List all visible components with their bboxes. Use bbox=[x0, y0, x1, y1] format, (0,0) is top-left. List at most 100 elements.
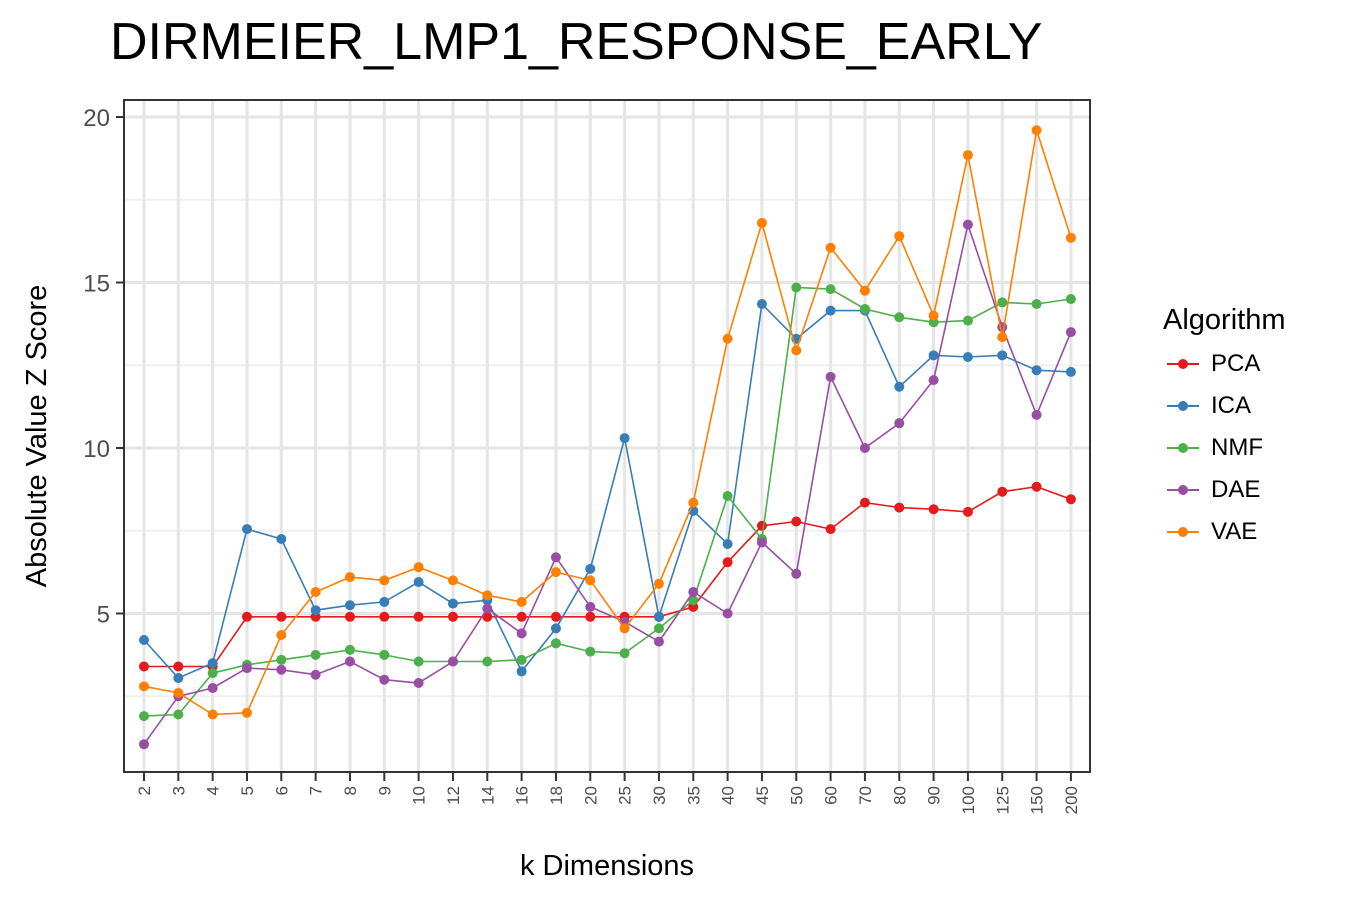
data-point-dae bbox=[447, 656, 458, 667]
legend-key-ica bbox=[1163, 395, 1203, 417]
data-point-dae bbox=[550, 552, 561, 563]
data-point-vae bbox=[482, 590, 493, 601]
series-line-ica bbox=[143, 302, 1071, 679]
x-tick-label: 45 bbox=[753, 786, 772, 805]
data-point-dae bbox=[516, 628, 527, 639]
data-point-pca bbox=[1031, 481, 1042, 492]
data-point-pca bbox=[550, 611, 561, 622]
data-point-dae bbox=[241, 663, 252, 674]
data-point-nmf bbox=[791, 282, 802, 293]
series-lines bbox=[139, 125, 1076, 750]
data-point-ica bbox=[1031, 365, 1042, 376]
x-tick-label: 16 bbox=[513, 786, 532, 805]
data-point-vae bbox=[791, 345, 802, 356]
x-axis-title: k Dimensions bbox=[520, 850, 694, 882]
data-point-nmf bbox=[585, 646, 596, 657]
x-tick-label: 14 bbox=[478, 786, 497, 805]
data-point-nmf bbox=[1031, 299, 1042, 310]
data-point-dae bbox=[653, 636, 664, 647]
data-point-pca bbox=[241, 611, 252, 622]
legend: Algorithm PCA ICA NMF DAE VAE bbox=[1163, 304, 1286, 553]
data-point-vae bbox=[1065, 232, 1076, 243]
data-point-pca bbox=[1065, 494, 1076, 505]
data-point-ica bbox=[344, 600, 355, 611]
data-point-pca bbox=[962, 506, 973, 517]
data-point-ica bbox=[585, 563, 596, 574]
x-tick-label: 3 bbox=[169, 786, 188, 795]
data-point-nmf bbox=[653, 623, 664, 634]
data-point-vae bbox=[310, 586, 321, 597]
legend-items: PCA ICA NMF DAE VAE bbox=[1163, 343, 1286, 553]
data-point-pca bbox=[413, 611, 424, 622]
data-point-vae bbox=[173, 687, 184, 698]
data-point-nmf bbox=[379, 649, 390, 660]
data-point-dae bbox=[688, 586, 699, 597]
data-point-nmf bbox=[722, 490, 733, 501]
x-tick-label: 10 bbox=[410, 786, 429, 805]
x-tick-label: 200 bbox=[1062, 786, 1081, 814]
y-axis-title: Absolute Value Z Score bbox=[21, 285, 53, 588]
data-point-ica bbox=[722, 538, 733, 549]
data-point-dae bbox=[379, 674, 390, 685]
data-point-dae bbox=[756, 537, 767, 548]
data-point-nmf bbox=[482, 656, 493, 667]
legend-item-dae: DAE bbox=[1163, 469, 1286, 511]
data-point-dae bbox=[859, 443, 870, 453]
data-point-nmf bbox=[619, 648, 630, 659]
data-point-ica bbox=[825, 305, 836, 316]
data-point-dae bbox=[413, 678, 424, 689]
data-point-pca bbox=[722, 557, 733, 568]
data-point-ica bbox=[653, 611, 664, 622]
legend-label: PCA bbox=[1211, 350, 1261, 377]
data-point-vae bbox=[139, 681, 149, 692]
chart-title: DIRMEIER_LMP1_RESPONSE_EARLY bbox=[110, 13, 1043, 71]
data-point-dae bbox=[276, 664, 287, 675]
data-point-nmf bbox=[550, 638, 561, 649]
x-tick-label: 8 bbox=[341, 786, 360, 795]
data-point-pca bbox=[928, 504, 939, 515]
data-point-ica bbox=[379, 596, 390, 607]
data-point-nmf bbox=[894, 312, 905, 323]
data-point-ica bbox=[447, 598, 458, 609]
data-point-pca bbox=[756, 520, 767, 531]
x-tick-label: 125 bbox=[993, 786, 1012, 814]
data-point-pca bbox=[859, 497, 870, 508]
x-tick-label: 150 bbox=[1028, 786, 1047, 814]
y-tick-label: 5 bbox=[97, 602, 110, 629]
series-nmf bbox=[139, 282, 1076, 722]
data-point-ica bbox=[619, 433, 630, 444]
data-point-ica bbox=[207, 658, 218, 669]
legend-item-nmf: NMF bbox=[1163, 427, 1286, 469]
x-tick-label: 18 bbox=[547, 786, 566, 805]
data-point-dae bbox=[722, 608, 733, 619]
data-point-pca bbox=[997, 486, 1008, 497]
x-tick-label: 6 bbox=[272, 786, 291, 795]
data-point-dae bbox=[962, 219, 973, 230]
data-point-vae bbox=[653, 578, 664, 589]
data-point-nmf bbox=[516, 654, 527, 665]
data-point-dae bbox=[482, 603, 493, 614]
data-point-pca bbox=[825, 524, 836, 535]
data-point-dae bbox=[585, 601, 596, 612]
data-point-nmf bbox=[413, 656, 424, 667]
x-tick-label: 80 bbox=[890, 786, 909, 805]
x-tick-label: 100 bbox=[959, 786, 978, 814]
data-point-ica bbox=[139, 634, 149, 645]
data-point-vae bbox=[756, 217, 767, 228]
data-point-vae bbox=[688, 497, 699, 508]
data-point-nmf bbox=[207, 668, 218, 679]
x-tick-label: 35 bbox=[684, 786, 703, 805]
data-point-nmf bbox=[276, 654, 287, 665]
y-tick-label: 15 bbox=[83, 271, 110, 298]
x-tick-label: 7 bbox=[307, 786, 326, 795]
x-tick-label: 2 bbox=[135, 786, 154, 795]
y-tick-label: 20 bbox=[83, 105, 110, 132]
series-line-pca bbox=[144, 485, 1072, 668]
data-point-ica bbox=[550, 623, 561, 634]
data-point-pca bbox=[173, 661, 184, 672]
series-line-vae bbox=[143, 129, 1072, 716]
data-point-ica bbox=[516, 666, 527, 677]
data-point-ica bbox=[894, 381, 905, 392]
data-point-nmf bbox=[688, 595, 699, 606]
legend-item-vae: VAE bbox=[1163, 511, 1286, 553]
